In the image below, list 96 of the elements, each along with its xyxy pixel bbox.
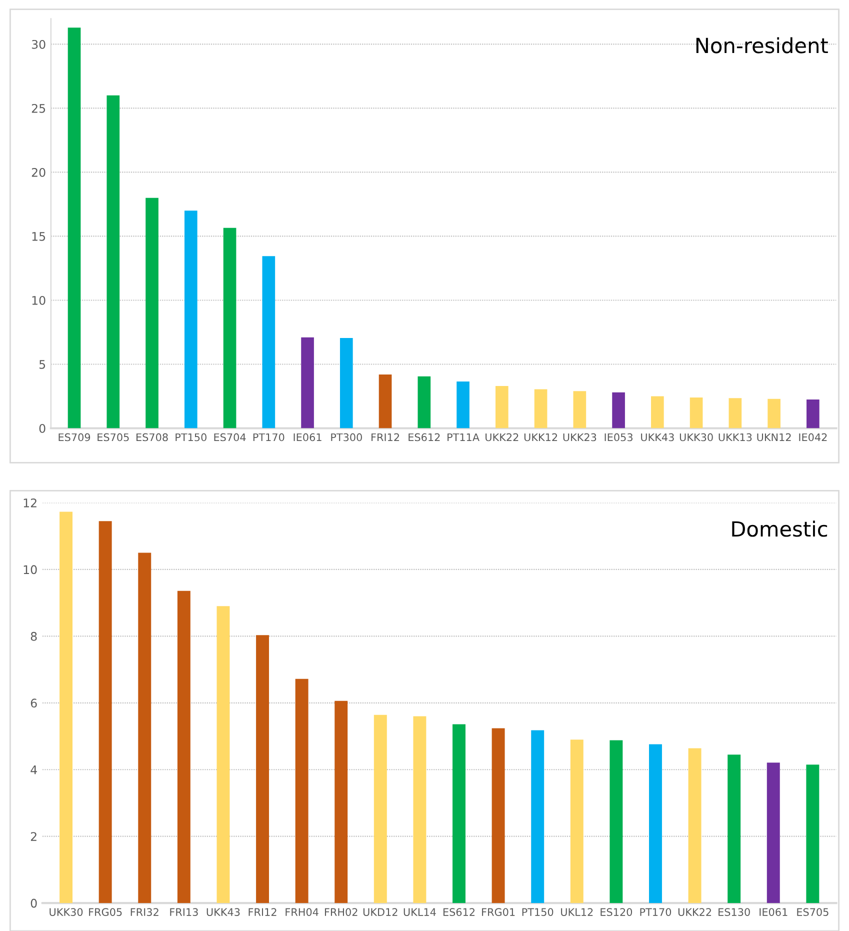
bar — [766, 762, 780, 904]
bar — [216, 606, 230, 904]
bar — [806, 399, 820, 428]
x-tick-label: UKK23 — [563, 433, 596, 442]
x-tick-label: PT300 — [331, 433, 362, 442]
x-tick-label: PT150 — [176, 433, 206, 442]
x-tick-label: UKK30 — [50, 908, 83, 916]
x-tick-label: ES709 — [58, 433, 90, 442]
bar — [374, 714, 387, 904]
x-tick-label: FRH04 — [286, 908, 318, 916]
bar — [60, 512, 73, 904]
bar — [649, 744, 662, 904]
bar — [223, 228, 236, 428]
bar — [413, 716, 426, 904]
x-tick-label: ES612 — [408, 433, 440, 442]
x-tick-label: PT170 — [253, 433, 284, 442]
y-tick-label: 15 — [32, 232, 46, 241]
bar — [378, 374, 392, 428]
bar — [340, 338, 353, 428]
x-tick-label: ES130 — [718, 908, 750, 916]
x-tick-label: IE042 — [799, 433, 827, 442]
text: Domestic — [732, 520, 828, 537]
bar — [184, 210, 198, 428]
x-tick-label: ES705 — [797, 908, 828, 916]
x-tick-label: ES612 — [443, 908, 474, 916]
bar — [177, 590, 190, 904]
x-tick-label: UKL12 — [561, 908, 593, 916]
bar — [256, 635, 269, 904]
bar — [106, 95, 120, 428]
x-tick-label: ES705 — [98, 433, 129, 442]
bar — [492, 728, 505, 904]
x-tick-label: IE061 — [760, 908, 788, 916]
x-tick-label: UKK22 — [486, 433, 518, 442]
x-tick-label: UKK12 — [524, 433, 558, 442]
y-tick-label: 25 — [32, 104, 46, 113]
y-tick-label: 30 — [32, 40, 46, 49]
y-tick-label: 20 — [32, 168, 46, 177]
bar — [531, 730, 544, 904]
x-tick-label: PT150 — [522, 908, 554, 916]
x-tick-label: IE053 — [604, 433, 632, 442]
bar — [806, 764, 820, 904]
x-tick-label: IE061 — [294, 433, 322, 442]
y-tick-label: 4 — [30, 766, 37, 774]
x-tick-label: FRI32 — [130, 908, 158, 916]
bar — [651, 396, 664, 428]
x-tick-label: PT170 — [640, 908, 672, 916]
x-tick-label: PT11A — [448, 433, 480, 442]
x-tick-label: FRG05 — [89, 908, 122, 916]
bar — [610, 740, 623, 904]
y-tick-label: 2 — [30, 832, 36, 841]
x-tick-label: UKD12 — [363, 908, 398, 916]
x-tick-label: UKK30 — [680, 433, 713, 442]
bar — [768, 398, 780, 428]
x-tick-label: UKK43 — [641, 433, 674, 442]
bar — [728, 754, 741, 904]
text: Non-resident — [696, 37, 828, 54]
bar — [138, 552, 152, 904]
bar — [688, 748, 702, 904]
y-tick-label: 10 — [24, 565, 37, 574]
bar — [68, 28, 81, 428]
y-tick-label: 12 — [24, 498, 36, 508]
x-tick-label: ES704 — [214, 433, 246, 442]
y-tick-label: 8 — [30, 632, 37, 641]
y-tick-label: 0 — [39, 424, 46, 433]
bar — [98, 521, 112, 904]
x-tick-label: UKK43 — [206, 908, 240, 916]
x-tick-label: UKL14 — [404, 908, 436, 916]
x-tick-label: UKK22 — [678, 908, 712, 916]
bar — [496, 386, 508, 428]
bar — [146, 198, 158, 428]
bar — [612, 392, 625, 428]
x-tick-label: FRI12 — [372, 433, 400, 442]
bar — [728, 398, 742, 428]
x-tick-label: UKK13 — [718, 433, 752, 442]
x-tick-label: UKN12 — [757, 433, 791, 442]
bar — [570, 740, 584, 904]
bar — [262, 256, 276, 428]
x-tick-label: FRG01 — [482, 908, 515, 916]
bar — [295, 678, 308, 904]
bar — [534, 389, 548, 428]
y-tick-label: 6 — [30, 698, 37, 708]
bar — [418, 376, 431, 428]
bar — [456, 382, 470, 428]
bar — [573, 391, 586, 428]
x-tick-label: FRI12 — [248, 908, 276, 916]
x-tick-label: FRH02 — [324, 908, 358, 916]
y-tick-label: 5 — [39, 360, 46, 369]
bar — [690, 398, 703, 428]
y-tick-label: 10 — [32, 296, 46, 305]
bar — [301, 337, 314, 428]
x-tick-label: ES708 — [136, 433, 168, 442]
x-tick-label: FRI13 — [170, 908, 198, 916]
bar — [452, 724, 466, 904]
bar — [334, 700, 348, 904]
x-tick-label: ES120 — [600, 908, 632, 916]
y-tick-label: 0 — [30, 898, 37, 908]
